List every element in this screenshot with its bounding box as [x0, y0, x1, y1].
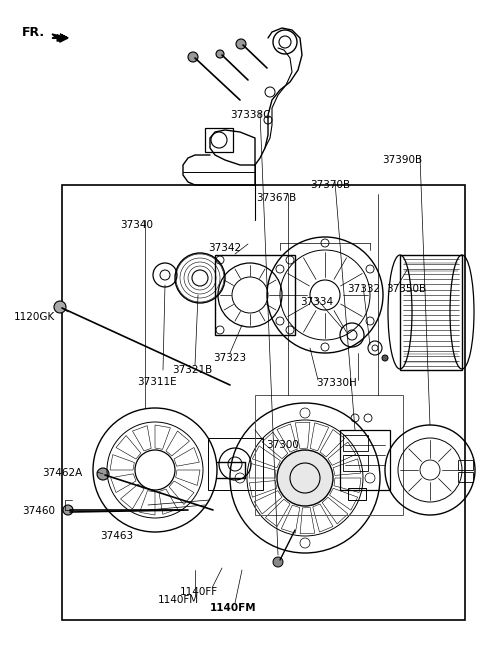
- Text: 37462A: 37462A: [42, 468, 82, 478]
- Text: 37311E: 37311E: [137, 377, 177, 387]
- Text: 37323: 37323: [213, 353, 246, 363]
- Text: 37367B: 37367B: [256, 193, 296, 203]
- Circle shape: [54, 301, 66, 313]
- Text: 1140FM: 1140FM: [158, 595, 199, 605]
- Circle shape: [97, 468, 109, 480]
- Bar: [62, 185, 465, 620]
- Bar: [343, 435, 368, 451]
- Text: 37334: 37334: [300, 297, 333, 307]
- Circle shape: [216, 50, 224, 58]
- Text: 37321B: 37321B: [172, 365, 212, 375]
- Circle shape: [63, 505, 73, 515]
- Bar: [348, 488, 366, 500]
- Bar: [340, 430, 390, 490]
- Text: 37340: 37340: [120, 220, 153, 230]
- Text: 37370B: 37370B: [310, 180, 350, 190]
- Text: 1140FF: 1140FF: [180, 587, 218, 597]
- Text: 37300: 37300: [266, 440, 299, 450]
- Bar: [458, 472, 473, 482]
- Text: FR.: FR.: [22, 25, 45, 39]
- Circle shape: [188, 52, 198, 62]
- Bar: [208, 438, 263, 490]
- Circle shape: [273, 557, 283, 567]
- Text: 37342: 37342: [208, 243, 241, 253]
- Circle shape: [277, 450, 333, 506]
- Circle shape: [382, 355, 388, 361]
- Text: 37463: 37463: [100, 531, 133, 541]
- Bar: [215, 255, 295, 335]
- Bar: [400, 255, 462, 370]
- Text: 1140FM: 1140FM: [210, 603, 257, 613]
- Text: 37350B: 37350B: [386, 284, 426, 294]
- Bar: [255, 395, 403, 515]
- Circle shape: [236, 39, 246, 49]
- Text: 1120GK: 1120GK: [14, 312, 55, 322]
- Bar: [458, 460, 473, 470]
- Text: 37330H: 37330H: [316, 378, 357, 388]
- Text: 37338C: 37338C: [230, 110, 271, 120]
- Text: 37460: 37460: [22, 506, 55, 516]
- Bar: [343, 455, 368, 471]
- Text: 37390B: 37390B: [382, 155, 422, 165]
- Polygon shape: [52, 34, 68, 42]
- Text: 37332: 37332: [347, 284, 380, 294]
- Bar: [205, 128, 233, 152]
